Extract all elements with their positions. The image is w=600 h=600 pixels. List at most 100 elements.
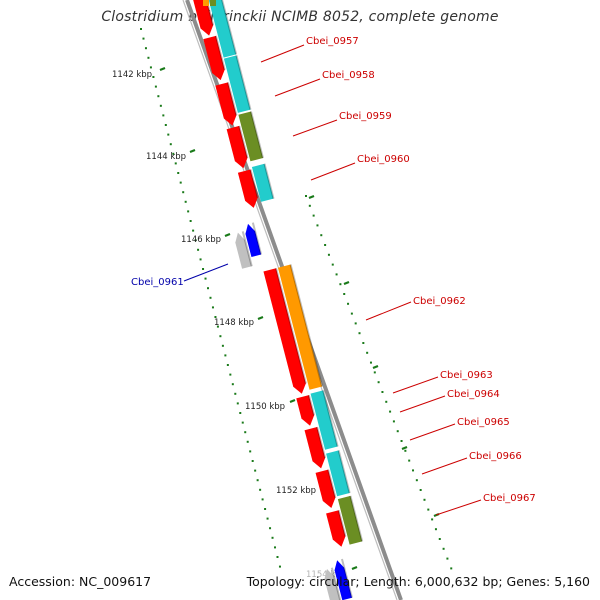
label-leader bbox=[392, 376, 439, 394]
tick-dot bbox=[179, 181, 182, 184]
tick-dot bbox=[278, 565, 281, 568]
gene-block-red-body bbox=[237, 169, 258, 208]
tick-mark bbox=[289, 398, 296, 404]
tick-label: 1146 kbp bbox=[181, 235, 221, 245]
tick-mark bbox=[372, 364, 379, 370]
gene-block-blue-edge bbox=[251, 222, 263, 255]
tick-dot bbox=[162, 114, 165, 117]
gene-block-red bbox=[315, 469, 337, 509]
cds-block bbox=[208, 0, 238, 58]
tick-dot bbox=[335, 273, 338, 276]
tick-dot bbox=[184, 200, 187, 203]
tick-dot bbox=[312, 214, 315, 217]
label-leader bbox=[260, 44, 305, 63]
tick-mark bbox=[351, 565, 358, 571]
tick-dot bbox=[246, 440, 249, 443]
tick-dot bbox=[204, 277, 207, 280]
gene-label-cbei_0957: Cbei_0957 bbox=[306, 36, 359, 47]
gene-block-gray bbox=[235, 231, 253, 269]
gene-block-red bbox=[237, 169, 259, 208]
tick-dot bbox=[412, 469, 415, 472]
tick-dot bbox=[239, 412, 242, 414]
tick-dot bbox=[197, 248, 200, 251]
label-leader bbox=[409, 423, 456, 441]
tick-dot bbox=[207, 287, 210, 290]
gene-block-gray-edge bbox=[241, 231, 253, 267]
gene-block-red-body bbox=[304, 427, 326, 469]
tick-dot bbox=[164, 124, 167, 126]
tick-dot bbox=[140, 28, 142, 30]
tick-dot bbox=[415, 479, 418, 482]
label-leader bbox=[421, 457, 468, 475]
tick-dot bbox=[305, 195, 307, 197]
tick-dot bbox=[450, 567, 453, 570]
tick-dot bbox=[331, 263, 334, 266]
gene-block-red bbox=[304, 426, 327, 469]
tick-dot bbox=[347, 302, 350, 305]
cds-block-body bbox=[208, 0, 237, 58]
gene-label-cbei_0963: Cbei_0963 bbox=[440, 370, 493, 381]
gene-block-red-edge bbox=[327, 469, 337, 498]
tick-dot bbox=[276, 556, 279, 558]
tick-dot bbox=[377, 381, 380, 384]
tick-dot bbox=[209, 296, 212, 299]
tick-dot bbox=[427, 508, 430, 511]
edge-stripe bbox=[210, 0, 216, 6]
tick-dot bbox=[381, 391, 384, 393]
tick-dot bbox=[366, 351, 369, 354]
gene-block-red-body bbox=[203, 35, 225, 81]
tick-dot bbox=[423, 498, 426, 501]
tick-dot bbox=[259, 488, 262, 491]
tick-dot bbox=[434, 528, 437, 531]
gene-block-red-body bbox=[296, 395, 315, 426]
gene-block-red-edge bbox=[214, 35, 226, 71]
tick-dot bbox=[320, 234, 323, 237]
tick-dot bbox=[327, 253, 330, 256]
tick-mark bbox=[257, 315, 264, 321]
tick-label: 1148 kbp bbox=[214, 318, 254, 328]
label-leader bbox=[365, 301, 412, 321]
tick-dot bbox=[236, 402, 239, 405]
gene-block-red bbox=[296, 394, 316, 426]
tick-dot bbox=[244, 431, 247, 434]
tick-dot bbox=[194, 239, 197, 242]
cds-block-body bbox=[310, 390, 338, 450]
gene-block-red-edge bbox=[249, 169, 259, 198]
feature-layer bbox=[193, 0, 364, 600]
tick-dot bbox=[404, 449, 407, 452]
tick-dot bbox=[189, 220, 192, 222]
gene-block-gray-body bbox=[235, 232, 252, 269]
cds-block-body bbox=[223, 55, 251, 113]
tick-dot bbox=[266, 517, 269, 520]
edge-stripe bbox=[203, 0, 209, 6]
gene-block-gray-edge bbox=[330, 567, 342, 600]
tick-dot bbox=[389, 410, 392, 413]
tick-dot bbox=[400, 440, 403, 442]
tick-dot bbox=[221, 344, 224, 347]
tick-mark bbox=[343, 280, 350, 286]
gene-label-cbei_0964: Cbei_0964 bbox=[447, 389, 500, 400]
tick-label: 1152 kbp bbox=[276, 486, 316, 496]
tick-dot bbox=[339, 283, 342, 286]
gene-block-red bbox=[226, 125, 249, 169]
tick-dot bbox=[251, 460, 254, 462]
cds-block-edge bbox=[250, 111, 264, 159]
tick-dot bbox=[142, 37, 145, 40]
label-layer: Cbei_0957 Cbei_0958 Cbei_0959 Cbei_0960 Cbei… bbox=[131, 36, 536, 516]
label-leader bbox=[183, 263, 229, 282]
tick-dot bbox=[159, 104, 162, 107]
tick-dot bbox=[362, 342, 365, 344]
tick-mark bbox=[224, 232, 231, 238]
tick-dot bbox=[177, 172, 180, 174]
tick-dot bbox=[261, 498, 264, 501]
gene-block-red bbox=[263, 267, 307, 394]
tick-dot bbox=[214, 316, 217, 318]
tick-dot bbox=[419, 489, 422, 491]
cds-block bbox=[238, 111, 264, 162]
cds-block bbox=[223, 55, 252, 113]
tick-dot bbox=[396, 430, 399, 433]
gene-block-red-edge bbox=[238, 125, 249, 159]
cds-block-body bbox=[251, 163, 274, 202]
tick-dot bbox=[392, 420, 395, 423]
